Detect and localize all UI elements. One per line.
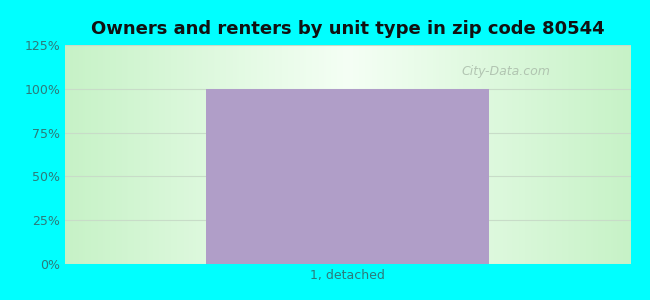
Bar [207,89,489,264]
Text: City-Data.com: City-Data.com [462,65,551,78]
Title: Owners and renters by unit type in zip code 80544: Owners and renters by unit type in zip c… [91,20,604,38]
